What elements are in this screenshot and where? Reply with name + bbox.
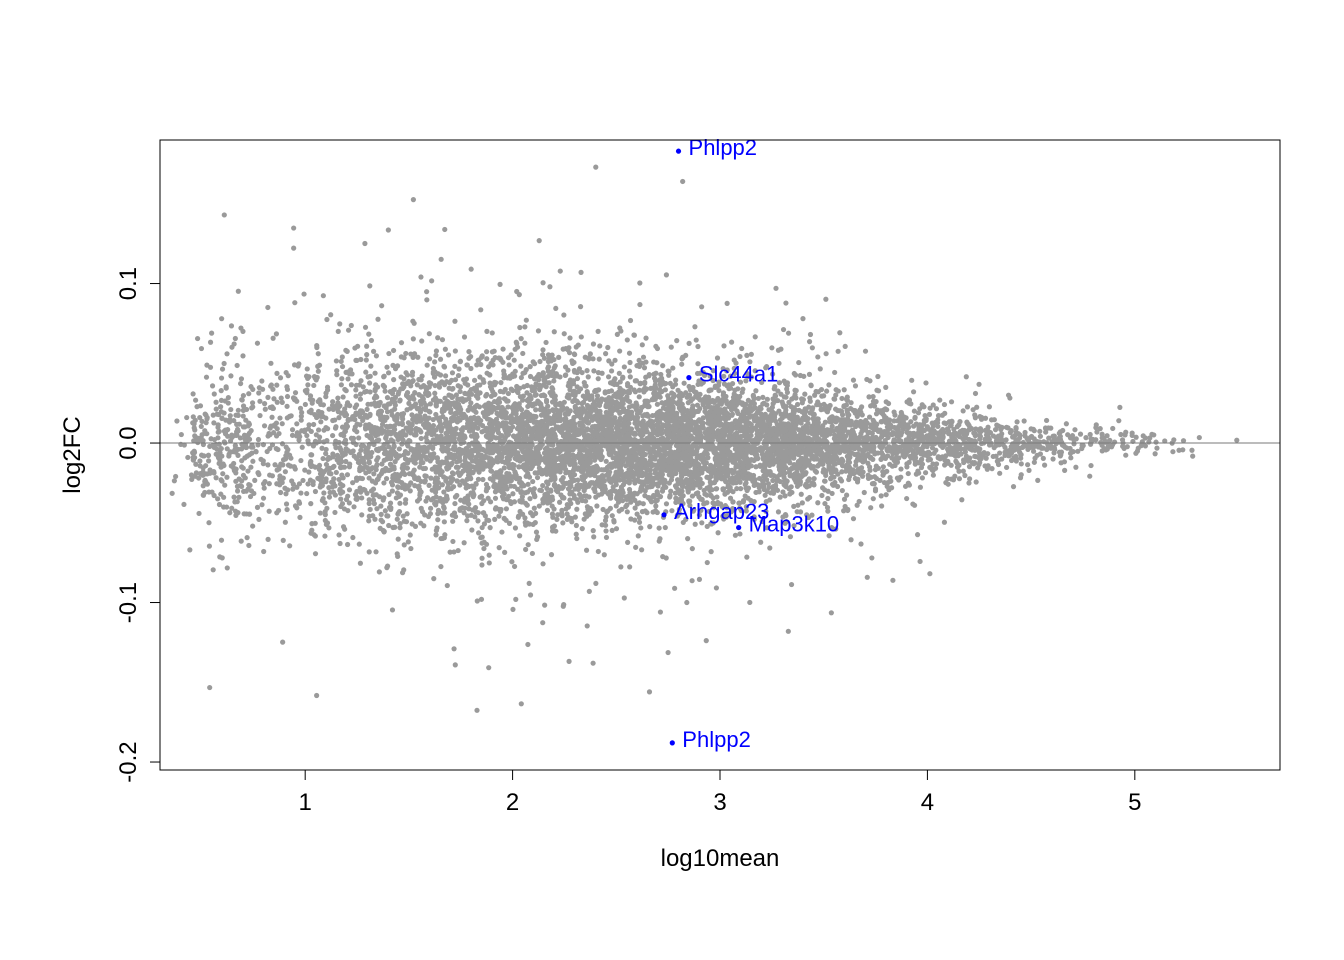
highlight-point <box>686 375 691 380</box>
y-tick-label: 0.1 <box>115 267 142 300</box>
highlight-label: Phlpp2 <box>682 727 751 752</box>
outlier-point <box>220 555 225 560</box>
outlier-point <box>647 689 652 694</box>
ma-plot: Phlpp2Slc44a1Arhgap23Map3k10Phlpp212345-… <box>0 0 1344 960</box>
y-tick-label: 0.0 <box>115 426 142 459</box>
y-tick-label: -0.1 <box>115 582 142 623</box>
x-tick-label: 3 <box>713 789 726 816</box>
y-tick-label: -0.2 <box>115 741 142 782</box>
highlight-label: Map3k10 <box>749 512 840 537</box>
highlight-point <box>676 149 681 154</box>
outlier-point <box>773 286 778 291</box>
outlier-point <box>587 589 592 594</box>
highlight-point <box>661 512 666 517</box>
highlight-label: Slc44a1 <box>699 362 779 387</box>
x-tick-label: 4 <box>921 789 934 816</box>
x-tick-label: 5 <box>1128 789 1141 816</box>
outlier-point <box>292 300 297 305</box>
outlier-point <box>578 270 583 275</box>
outlier-point <box>547 284 552 289</box>
outlier-point <box>265 305 270 310</box>
highlight-label: Phlpp2 <box>689 135 758 160</box>
outlier-point <box>514 289 519 294</box>
highlight-point <box>736 525 741 530</box>
outlier-point <box>431 576 436 581</box>
outlier-point <box>800 316 805 321</box>
y-axis-label: log2FC <box>59 416 86 493</box>
outlier-point <box>684 600 689 605</box>
x-tick-label: 2 <box>506 789 519 816</box>
outlier-point <box>240 329 245 334</box>
outlier-point <box>222 212 227 217</box>
outlier-point <box>527 581 532 586</box>
outlier-point <box>680 179 685 184</box>
x-tick-label: 1 <box>299 789 312 816</box>
outlier-point <box>261 549 266 554</box>
highlight-point <box>670 740 675 745</box>
x-axis-label: log10mean <box>661 845 780 872</box>
outlier-point <box>479 597 484 602</box>
